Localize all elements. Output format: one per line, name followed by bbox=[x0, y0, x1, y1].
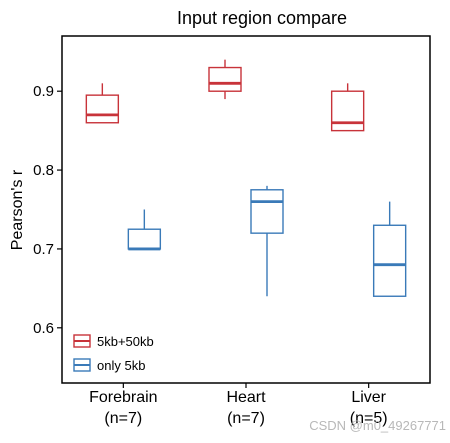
box-iqr bbox=[127, 228, 162, 250]
box-iqr bbox=[250, 189, 284, 234]
x-category-label: Forebrain bbox=[89, 389, 157, 406]
legend-label: 5kb+50kb bbox=[97, 334, 154, 349]
y-tick-label: 0.7 bbox=[33, 241, 54, 258]
x-category-n-label: (n=5) bbox=[350, 410, 388, 427]
legend: 5kb+50kb only 5kb bbox=[73, 334, 154, 373]
box-5kb-50kb-forebrain bbox=[85, 83, 120, 124]
x-category-label: Liver bbox=[351, 389, 386, 406]
y-axis-ticks: 0.6 0.7 0.8 0.9 bbox=[33, 83, 62, 337]
box-only-5kb-liver bbox=[372, 201, 407, 297]
y-tick-label: 0.9 bbox=[33, 83, 54, 100]
x-category-n-label: (n=7) bbox=[227, 410, 265, 427]
box-only-5kb-heart bbox=[250, 185, 284, 297]
boxes bbox=[85, 59, 407, 297]
chart-title: Input region compare bbox=[177, 8, 347, 28]
y-tick-label: 0.8 bbox=[33, 162, 54, 179]
watermark: CSDN @m0_49267771 bbox=[309, 418, 446, 433]
legend-item: only 5kb bbox=[73, 358, 145, 373]
plot-frame bbox=[61, 35, 431, 384]
box-5kb-50kb-heart bbox=[208, 59, 242, 100]
box-iqr bbox=[372, 224, 407, 297]
box-iqr bbox=[208, 66, 242, 92]
x-axis-labels: Forebrain (n=7) Heart (n=7) Liver (n=5) bbox=[89, 383, 388, 427]
box-iqr bbox=[85, 94, 120, 124]
x-category-n-label: (n=7) bbox=[104, 410, 142, 427]
x-category-label: Heart bbox=[226, 389, 266, 406]
box-5kb-50kb-liver bbox=[330, 83, 365, 132]
legend-label: only 5kb bbox=[97, 358, 145, 373]
y-tick-label: 0.6 bbox=[33, 320, 54, 337]
box-only-5kb-forebrain bbox=[127, 209, 162, 251]
y-axis-label: Pearson's r bbox=[9, 169, 26, 250]
legend-item: 5kb+50kb bbox=[73, 334, 154, 349]
box-iqr bbox=[330, 90, 365, 132]
